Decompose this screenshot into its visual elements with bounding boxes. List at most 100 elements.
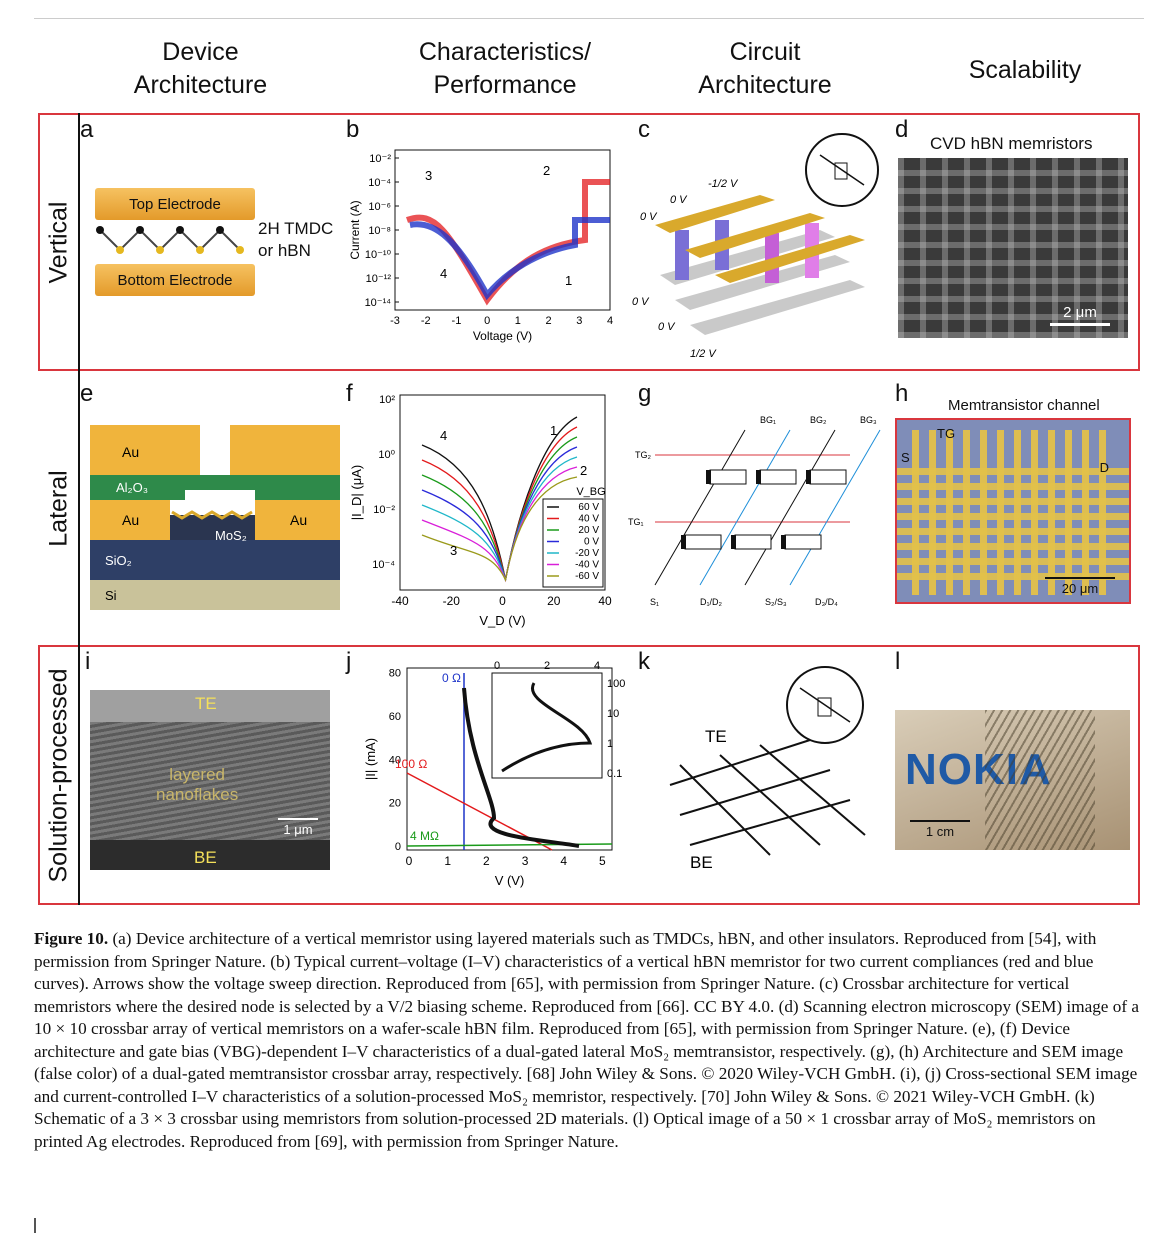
g-vline-0 [654,429,746,586]
crossbar-bars [655,195,865,335]
g-memtransistor-5 [784,534,822,550]
b-ylabel: Current (A) [348,200,362,259]
f-xtick: -40 [391,594,409,608]
f-ytick: 10² [379,394,395,406]
j-axes [406,667,613,851]
j-ylabel: |I| (mA) [363,738,378,780]
f-legend-item: 0 V [584,537,599,548]
panel-a-device-vertical: Top Electrode Bottom Electrode 2H TMDC o… [95,180,345,300]
panel-letter-l: l [895,648,901,675]
f-xlabel: V_D (V) [479,613,525,628]
f-arrow-label: 2 [580,463,587,478]
b-xtick: 4 [607,315,613,327]
panel-i-sem-crosssection: TE layered nanoflakes BE 1 μm [90,690,330,870]
panel-letter-d: d [895,116,909,143]
panel-letter-f: f [346,380,353,407]
e-label-sio2: SiO₂ [105,553,132,568]
j-xtick: 0 [406,854,413,868]
panel-k-crossbar-schematic: TE BE [650,660,880,880]
j-xtick: 3 [522,854,529,868]
b-ytick: 10⁻² [369,153,391,165]
panel-h-sem-image: S TG D 20 μm [895,418,1131,604]
panel-e-lateral-device: Au Al₂O₃ Au MoS₂ Au SiO₂ Si [90,420,340,610]
b-arrow-label: 4 [440,266,447,281]
g-memtransistor-4 [734,534,772,550]
j-inset-xtick: 0 [494,660,500,672]
c-label-5: 1/2 V [690,348,717,360]
k-label-be: BE [690,853,713,872]
top-electrode: Top Electrode [95,188,255,220]
j-ytick: 80 [389,668,401,680]
i-label-te: TE [195,694,217,713]
column-header-characteristics: Characteristics/ Performance [418,38,592,99]
i-scalebar: 1 μm [278,818,318,837]
g-vline-1 [699,429,791,586]
f-arrow-label: 1 [550,423,557,438]
bottom-electrode: Bottom Electrode [95,264,255,296]
panel-l-optical-image: NOKIA 1 cm [895,710,1130,850]
l-scalebar: 1 cm [910,820,970,839]
frame-rule [34,18,1144,19]
i-label-be: BE [194,848,217,867]
bottom-rule [34,1218,36,1233]
row-box-solution [38,645,1140,905]
b-xtick: -2 [421,315,431,327]
j-inset-ytick: 10 [607,708,619,720]
f-xtick: -20 [443,594,461,608]
c-label-1: 0 V [670,194,688,206]
column-header-scalability: Scalability [968,56,1082,84]
j-label-0ohm: 0 Ω [442,671,461,685]
j-label-100ohm: 100 Ω [395,757,427,771]
b-xtick: -1 [452,315,462,327]
b-ytick: 10⁻¹⁴ [365,297,392,309]
panel-b-iv-chart: 10⁻² 10⁻⁴ 10⁻⁶ 10⁻⁸ 10⁻¹⁰ 10⁻¹² 10⁻¹⁴ -3 -2 -1 0 1 2… [345,140,625,360]
g-label: D₁/D₂ [700,597,723,607]
g-memtransistor-2 [809,469,847,485]
j-inset-axes [491,672,603,779]
g-label: S₁ [650,597,659,607]
j-ytick: 40 [389,754,401,766]
panel-letter-a: a [80,116,94,143]
j-ytick: 0 [395,841,401,853]
b-ytick: 10⁻⁶ [368,201,391,213]
j-inset-ytick: 100 [607,678,625,690]
f-ytick: 10⁻² [373,504,395,516]
g-label: S₂/S₃ [765,597,787,607]
f-legend-item: -40 V [575,560,599,571]
h-scalebar: 20 μm [1045,577,1115,596]
c-label-4: 0 V [658,321,676,333]
h-label-d: D [1099,460,1109,475]
panel-letter-e: e [80,380,94,407]
j-inset-xtick: 2 [544,660,550,672]
j-inset-curve [501,682,593,773]
j-label-4mohm: 4 MΩ [410,829,439,843]
b-ytick: 10⁻⁸ [368,225,391,237]
panel-h-title: Memtransistor channel [948,397,1100,414]
j-ytick: 20 [389,798,401,810]
j-iv-curve [462,687,580,848]
j-xtick: 5 [599,854,606,868]
j-line-4mohm [406,843,613,847]
d-scalebar: 2 μm [1050,304,1110,326]
row-divider-line [78,113,80,905]
panel-letter-k: k [638,648,650,675]
g-label: TG₁ [628,517,644,527]
row-label-solution: Solution-processed [44,667,73,883]
panel-letter-g: g [638,380,652,407]
panel-letter-h: h [895,380,909,407]
f-xtick: 0 [499,594,506,608]
panel-letter-b: b [346,116,360,143]
f-legend-item: 60 V [578,502,599,513]
k-label-te: TE [705,727,727,746]
panel-d-sem-image: 2 μm [898,158,1128,338]
j-inset-ytick: 0.1 [607,768,622,780]
g-label: BG₃ [860,415,877,425]
f-series-6 [421,476,578,583]
column-header-device: Device Architecture [133,38,268,99]
row-box-vertical [38,113,1140,371]
f-legend-title: V_BG [576,486,605,498]
row-label-vertical: Vertical [44,201,73,283]
e-label-mos2: MoS₂ [215,528,247,543]
b-arrow-label: 1 [565,273,572,288]
